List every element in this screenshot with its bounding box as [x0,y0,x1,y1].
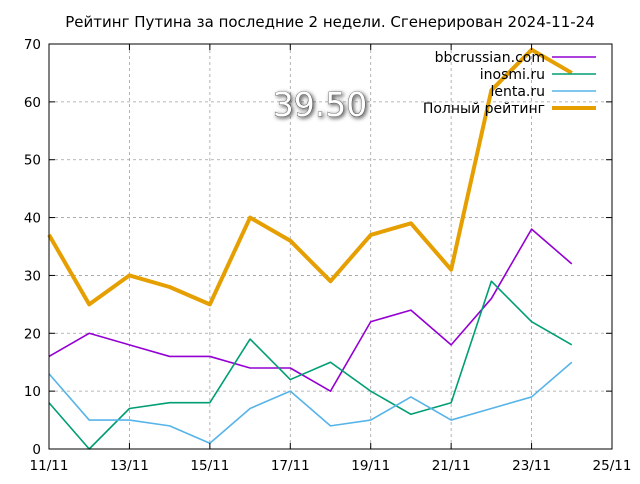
series-line-2 [48,361,573,445]
legend-label: bbcrussian.com [435,50,545,66]
legend-label: inosmi.ru [480,67,545,83]
overlay-value-label: 39.50 [273,85,367,124]
legend-label: lenta.ru [490,84,545,100]
legend-label: Полный рейтинг [423,101,545,117]
y-tick-label: 30 [24,268,41,284]
x-tick-label: 13/11 [110,458,149,474]
y-tick-label: 40 [24,211,41,227]
y-tick-label: 70 [24,37,41,53]
y-tick-label: 10 [24,384,41,400]
x-tick-label: 23/11 [512,458,551,474]
y-tick-label: 20 [24,326,41,342]
axis-ticks: 0 10 20 30 40 50 60 70 11/11 13/11 15/11 17/11 19/11… [24,37,632,474]
chart-title: Рейтинг Путина за последние 2 недели. Сг… [65,13,594,31]
x-tick-label: 21/11 [432,458,471,474]
x-tick-label: 25/11 [593,458,632,474]
x-tick-label: 17/11 [271,458,310,474]
x-tick-label: 11/11 [30,458,69,474]
series-lines [47,47,573,450]
series-line-0 [48,228,573,392]
plot-frame [48,43,613,450]
series-line-1 [48,280,573,450]
x-tick-label: 19/11 [351,458,390,474]
x-tick-label: 15/11 [190,458,229,474]
y-tick-label: 50 [24,153,41,169]
y-tick-label: 60 [24,95,41,111]
y-tick-label: 0 [32,442,41,458]
series-line-3 [47,47,573,307]
grid [49,44,612,449]
